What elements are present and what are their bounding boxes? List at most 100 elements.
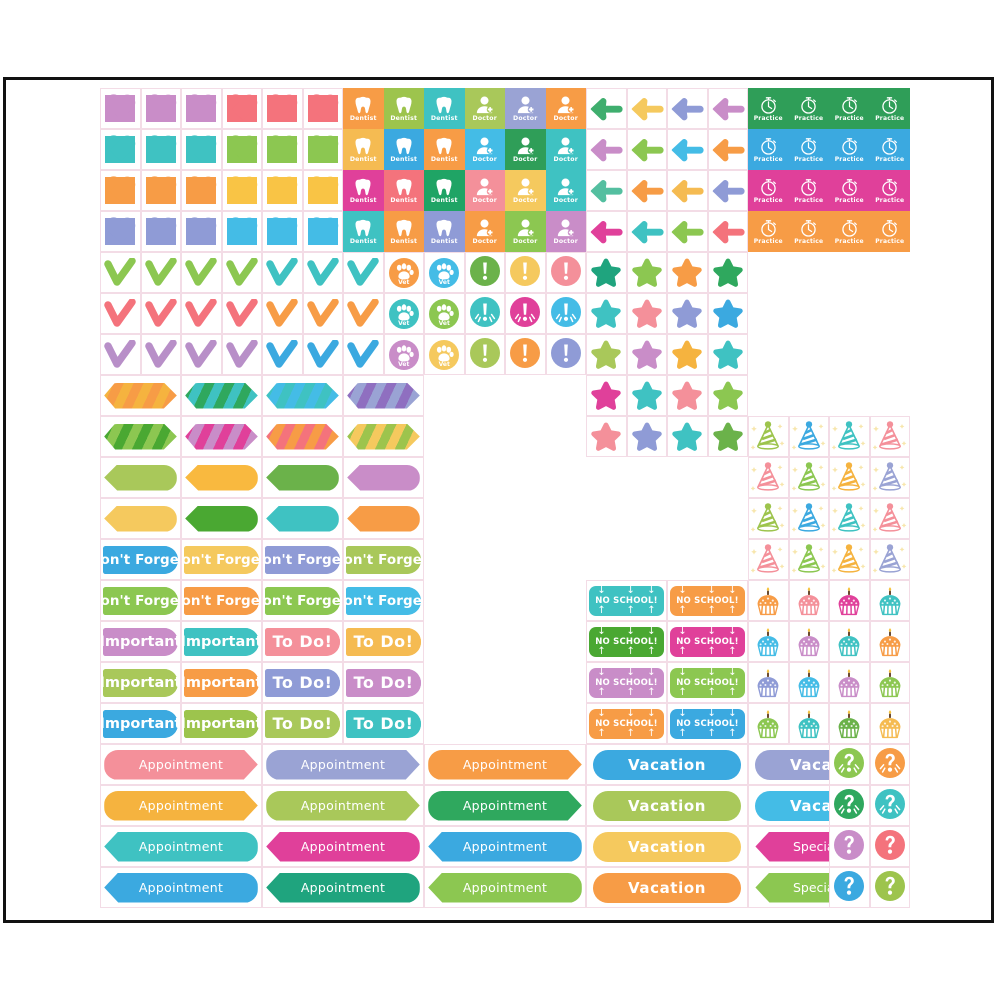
sticker-striped-banner[interactable] bbox=[100, 416, 181, 457]
sticker-arrow[interactable] bbox=[626, 129, 667, 170]
sticker-striped-banner[interactable] bbox=[100, 375, 181, 416]
sticker-heart[interactable] bbox=[181, 88, 222, 129]
sticker-cupcake[interactable] bbox=[869, 703, 910, 744]
sticker-no-school[interactable]: ↓ ↓ ↓ ↑ ↑ ↑ NO SCHOOL! bbox=[667, 580, 748, 621]
sticker-dont-forget[interactable]: Don't Forget! bbox=[181, 580, 262, 621]
sticker-cupcake[interactable] bbox=[788, 621, 829, 662]
sticker-important[interactable]: Important bbox=[181, 621, 262, 662]
sticker-arrow[interactable] bbox=[667, 211, 708, 252]
sticker-question[interactable] bbox=[869, 744, 910, 785]
sticker-arrow[interactable] bbox=[586, 129, 627, 170]
sticker-practice[interactable]: Practice bbox=[869, 170, 910, 211]
sticker-appointment[interactable]: Appointment bbox=[262, 826, 424, 867]
sticker-appointment[interactable]: Appointment bbox=[424, 785, 586, 826]
sticker-heart[interactable] bbox=[140, 129, 181, 170]
sticker-striped-banner[interactable] bbox=[343, 416, 424, 457]
sticker-practice[interactable]: Practice bbox=[788, 129, 829, 170]
sticker-practice[interactable]: Practice bbox=[748, 88, 789, 129]
sticker-question[interactable] bbox=[829, 785, 870, 826]
sticker-check[interactable] bbox=[100, 334, 141, 375]
sticker-doctor[interactable]: Doctor bbox=[545, 88, 586, 129]
sticker-check[interactable] bbox=[181, 334, 222, 375]
sticker-check[interactable] bbox=[262, 252, 303, 293]
sticker-star[interactable] bbox=[667, 293, 708, 334]
sticker-star[interactable] bbox=[707, 375, 748, 416]
sticker-dentist[interactable]: Dentist bbox=[383, 88, 424, 129]
sticker-dont-forget[interactable]: Don't Forget! bbox=[100, 539, 181, 580]
sticker-heart[interactable] bbox=[262, 211, 303, 252]
sticker-check[interactable] bbox=[221, 334, 262, 375]
sticker-plain-banner[interactable] bbox=[343, 498, 424, 539]
sticker-star[interactable] bbox=[707, 334, 748, 375]
sticker-todo[interactable]: To Do! bbox=[343, 662, 424, 703]
sticker-exclamation[interactable] bbox=[464, 334, 505, 375]
sticker-check[interactable] bbox=[181, 293, 222, 334]
sticker-vacation-or-special[interactable]: Vacation bbox=[586, 867, 748, 908]
sticker-cupcake[interactable] bbox=[829, 703, 870, 744]
sticker-heart[interactable] bbox=[221, 88, 262, 129]
sticker-star[interactable] bbox=[707, 416, 748, 457]
sticker-cupcake[interactable] bbox=[869, 621, 910, 662]
sticker-cupcake[interactable] bbox=[788, 703, 829, 744]
sticker-party-hat[interactable] bbox=[869, 539, 910, 580]
sticker-heart[interactable] bbox=[140, 88, 181, 129]
sticker-practice[interactable]: Practice bbox=[829, 88, 870, 129]
sticker-star[interactable] bbox=[667, 416, 708, 457]
sticker-heart[interactable] bbox=[100, 88, 141, 129]
sticker-party-hat[interactable] bbox=[829, 457, 870, 498]
sticker-party-hat[interactable] bbox=[748, 416, 789, 457]
sticker-vet-paw[interactable]: Vet bbox=[383, 334, 424, 375]
sticker-star[interactable] bbox=[707, 293, 748, 334]
sticker-party-hat[interactable] bbox=[869, 498, 910, 539]
sticker-star[interactable] bbox=[586, 375, 627, 416]
sticker-striped-banner[interactable] bbox=[181, 375, 262, 416]
sticker-cupcake[interactable] bbox=[748, 662, 789, 703]
sticker-cupcake[interactable] bbox=[748, 703, 789, 744]
sticker-dentist[interactable]: Dentist bbox=[343, 88, 384, 129]
sticker-exclamation[interactable] bbox=[505, 334, 546, 375]
sticker-important[interactable]: Important bbox=[181, 703, 262, 744]
sticker-practice[interactable]: Practice bbox=[748, 211, 789, 252]
sticker-party-hat[interactable] bbox=[788, 457, 829, 498]
sticker-heart[interactable] bbox=[100, 170, 141, 211]
sticker-cupcake[interactable] bbox=[829, 621, 870, 662]
sticker-party-hat[interactable] bbox=[869, 416, 910, 457]
sticker-practice[interactable]: Practice bbox=[829, 170, 870, 211]
sticker-appointment[interactable]: Appointment bbox=[424, 744, 586, 785]
sticker-arrow[interactable] bbox=[626, 170, 667, 211]
sticker-no-school[interactable]: ↓ ↓ ↓ ↑ ↑ ↑ NO SCHOOL! bbox=[667, 662, 748, 703]
sticker-heart[interactable] bbox=[181, 211, 222, 252]
sticker-practice[interactable]: Practice bbox=[788, 211, 829, 252]
sticker-heart[interactable] bbox=[221, 129, 262, 170]
sticker-practice[interactable]: Practice bbox=[788, 170, 829, 211]
sticker-star[interactable] bbox=[626, 416, 667, 457]
sticker-doctor[interactable]: Doctor bbox=[545, 170, 586, 211]
sticker-party-hat[interactable] bbox=[829, 498, 870, 539]
sticker-star[interactable] bbox=[586, 334, 627, 375]
sticker-heart[interactable] bbox=[100, 129, 141, 170]
sticker-appointment[interactable]: Appointment bbox=[424, 867, 586, 908]
sticker-doctor[interactable]: Doctor bbox=[545, 129, 586, 170]
sticker-dentist[interactable]: Dentist bbox=[424, 170, 465, 211]
sticker-exclamation[interactable] bbox=[545, 334, 586, 375]
sticker-check[interactable] bbox=[221, 252, 262, 293]
sticker-vacation-or-special[interactable]: Vacation bbox=[586, 785, 748, 826]
sticker-no-school[interactable]: ↓ ↓ ↓ ↑ ↑ ↑ NO SCHOOL! bbox=[586, 703, 667, 744]
sticker-star[interactable] bbox=[586, 293, 627, 334]
sticker-exclamation[interactable] bbox=[464, 293, 505, 334]
sticker-doctor[interactable]: Doctor bbox=[505, 211, 546, 252]
sticker-dont-forget[interactable]: Don't Forget! bbox=[262, 580, 343, 621]
sticker-heart[interactable] bbox=[262, 170, 303, 211]
sticker-dont-forget[interactable]: Don't Forget! bbox=[181, 539, 262, 580]
sticker-dentist[interactable]: Dentist bbox=[424, 211, 465, 252]
sticker-no-school[interactable]: ↓ ↓ ↓ ↑ ↑ ↑ NO SCHOOL! bbox=[586, 621, 667, 662]
sticker-check[interactable] bbox=[262, 334, 303, 375]
sticker-plain-banner[interactable] bbox=[262, 457, 343, 498]
sticker-cupcake[interactable] bbox=[788, 580, 829, 621]
sticker-plain-banner[interactable] bbox=[100, 498, 181, 539]
sticker-question[interactable] bbox=[829, 826, 870, 867]
sticker-arrow[interactable] bbox=[626, 88, 667, 129]
sticker-check[interactable] bbox=[140, 293, 181, 334]
sticker-arrow[interactable] bbox=[586, 170, 627, 211]
sticker-arrow[interactable] bbox=[707, 129, 748, 170]
